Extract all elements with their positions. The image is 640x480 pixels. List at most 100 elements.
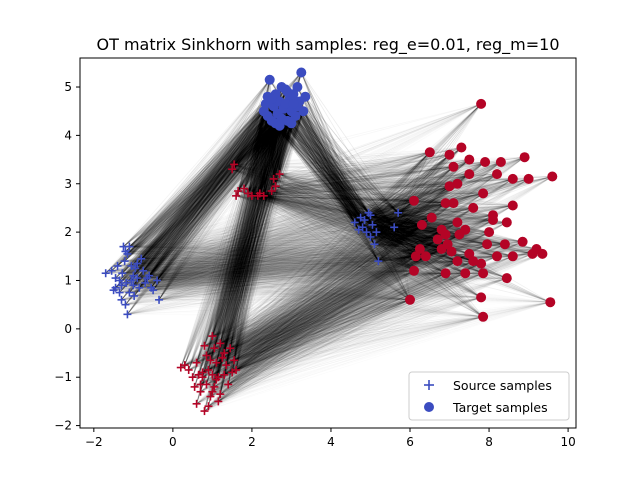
transport-line [127, 113, 278, 255]
transport-line [115, 113, 278, 279]
transport-line [121, 110, 265, 286]
transport-line [133, 120, 273, 286]
transport-line [123, 122, 276, 247]
transport-line [133, 123, 292, 286]
transport-line [129, 122, 276, 247]
transport-line [117, 123, 276, 267]
transport-line [111, 110, 265, 272]
transport-line [122, 125, 280, 274]
transport-line [133, 115, 269, 286]
transport-line [115, 108, 284, 279]
transport-line [121, 79, 271, 274]
transport-line [125, 115, 268, 252]
transport-line [115, 96, 269, 279]
transport-line [117, 120, 272, 267]
transport-line [111, 108, 284, 272]
transport-line [121, 110, 265, 274]
transport-line [133, 103, 286, 286]
transport-line [121, 106, 275, 286]
transport-line [122, 108, 284, 274]
transport-line [117, 110, 292, 267]
transport-line [125, 113, 278, 252]
transport-line [134, 79, 271, 269]
transport-line [121, 96, 269, 274]
transport-line [127, 115, 296, 255]
transport-line [121, 96, 269, 286]
transport-line [129, 120, 273, 293]
transport-line [133, 123, 276, 276]
transport-line [122, 110, 292, 274]
transport-line [127, 106, 274, 255]
transport-line [133, 103, 294, 276]
transport-line [117, 103, 267, 267]
transport-line [129, 110, 304, 247]
transport-line [131, 101, 300, 267]
transport-line [121, 103, 267, 274]
transport-line [122, 103, 286, 274]
transport-line [121, 86, 282, 274]
transport-line [129, 110, 265, 293]
transport-line [131, 125, 280, 267]
transport-line [117, 103, 286, 267]
transport-line [105, 120, 272, 274]
transport-line [123, 110, 292, 247]
transport-line [129, 101, 280, 247]
transport-line [123, 91, 288, 247]
transport-line [131, 101, 280, 267]
transport-line [117, 113, 278, 267]
transport-line [127, 79, 271, 255]
transport-line [123, 118, 282, 247]
transport-line [125, 96, 268, 252]
transport-line [123, 110, 304, 247]
transport-line [133, 125, 280, 286]
transport-line [127, 86, 282, 255]
transport-line [119, 113, 278, 281]
transport-line [125, 103, 267, 252]
transport-line [125, 103, 267, 305]
transport-line [125, 89, 286, 252]
transport-line [135, 123, 276, 269]
transport-line [135, 110, 292, 269]
transport-line [123, 113, 278, 247]
transport-line [133, 98, 273, 286]
transport-line [129, 79, 271, 247]
transport-line [127, 103, 294, 255]
transport-line [119, 96, 269, 281]
transport-line [131, 94, 276, 267]
transport-line [133, 89, 286, 286]
transport-line [129, 115, 268, 247]
transport-line [133, 79, 271, 276]
transport-line [122, 123, 292, 274]
transport-line [122, 113, 278, 274]
transport-line [117, 79, 271, 267]
transport-line [129, 96, 268, 247]
transport-line [123, 94, 276, 247]
transport-line [119, 123, 276, 281]
transport-line [127, 94, 276, 255]
transport-line [133, 101, 300, 276]
transport-line [129, 108, 284, 293]
transport-line [111, 120, 288, 272]
transport-line [133, 94, 276, 276]
transport-line [129, 115, 296, 293]
transport-line [133, 110, 265, 286]
transport-line [129, 122, 292, 247]
transport-line [117, 94, 276, 267]
transport-line [135, 108, 284, 269]
transport-line [125, 79, 271, 252]
transport-line [111, 94, 276, 272]
transport-line [115, 122, 292, 279]
transport-line [117, 115, 268, 267]
transport-line [123, 108, 284, 247]
transport-line [131, 103, 294, 267]
transport-line [125, 110, 265, 252]
transport-line [111, 125, 280, 272]
transport-line [123, 115, 268, 247]
transport-line [129, 103, 294, 247]
transport-line [123, 98, 290, 247]
transport-line [123, 103, 286, 247]
transport-line [115, 120, 272, 279]
transport-line [129, 110, 292, 293]
transport-line [131, 103, 267, 267]
transport-line [123, 103, 294, 247]
